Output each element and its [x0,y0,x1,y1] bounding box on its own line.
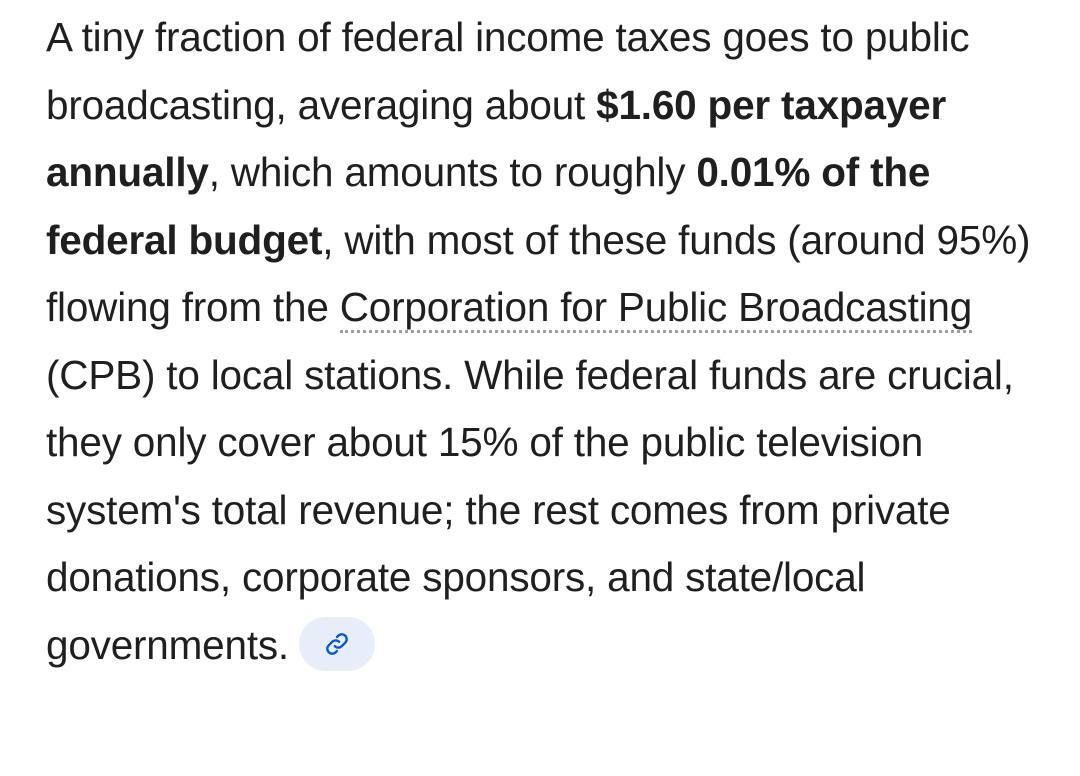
answer-text-segment: A tiny fraction of federal income taxes … [46,14,970,128]
answer-text-segment: (CPB) to local stations. While federal f… [46,351,1014,668]
link-icon [326,632,348,655]
source-link-button[interactable] [298,616,375,671]
ai-answer-paragraph: A tiny fraction of federal income taxes … [46,4,1056,679]
cpb-entity-link[interactable]: Corporation for Public Broadcasting [339,284,972,333]
answer-text-segment: , with most of these funds (around 95%) … [46,216,1031,331]
taxpayer-cost-highlight: $1.60 per taxpayer annually [46,81,947,196]
budget-share-highlight: 0.01% of the federal budget [46,149,931,263]
answer-text-segment: , which amounts to roughly [208,149,697,195]
